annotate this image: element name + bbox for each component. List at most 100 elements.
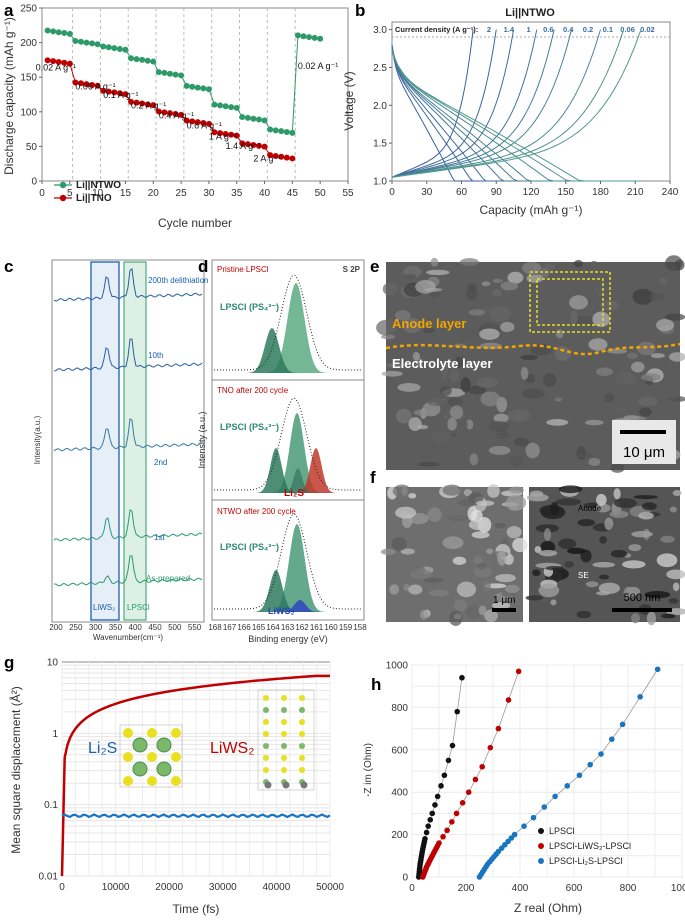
grain-f-right-24 <box>540 540 556 553</box>
liws2-atom-01 <box>281 695 287 701</box>
point-1-39 <box>261 143 268 150</box>
peak-tno-shoulder <box>252 448 300 493</box>
point-0-13 <box>116 45 123 52</box>
x-tick-label-2: 300 <box>89 623 103 632</box>
liws2-atom-22 <box>299 719 305 725</box>
grain-e-62 <box>540 268 550 278</box>
grain-f-right-47 <box>613 488 621 500</box>
curve-label-200th: 200th delithiation <box>148 276 209 285</box>
x-tick-label-3: 30000 <box>209 882 237 893</box>
nyquist-point-2-7-1 <box>609 736 615 742</box>
nyquist-point-2-4-0 <box>530 814 537 821</box>
point-0-20 <box>155 69 162 76</box>
grain-f-left-29 <box>423 577 444 583</box>
y-tick-label-4: 800 <box>391 703 408 714</box>
grain-f-right-31 <box>641 502 657 511</box>
point-0-2 <box>55 29 62 36</box>
current-density-1: 1.4 <box>504 25 515 34</box>
xps-peaks-d <box>214 274 362 612</box>
point-0-48 <box>311 34 318 41</box>
liws2-atom-62 <box>299 767 305 773</box>
grain-f-right-13 <box>669 506 677 513</box>
point-0-40 <box>267 126 274 133</box>
current-density-7: 0.06 <box>620 25 635 34</box>
panel-letter-h: h <box>371 675 381 694</box>
y-tick-label-1: 200 <box>391 830 408 841</box>
point-0-8 <box>89 40 96 47</box>
grain-e-52 <box>413 408 438 417</box>
grain-e-78 <box>513 437 529 447</box>
grain-e-72 <box>394 310 411 321</box>
point-1-21 <box>161 109 168 116</box>
grain-f-left-43 <box>468 519 488 531</box>
point-1-12 <box>111 89 118 96</box>
grain-f-left-30 <box>470 509 483 523</box>
x-tick-label-1: 30 <box>421 187 433 198</box>
x-axis-title-g: Time (fs) <box>173 902 220 916</box>
x-tick-label-2: 10 <box>92 188 104 199</box>
legend-h: LPSCl LPSCl-LiWS₂-LPSCl LPSCl-Li₂S-LPSCl <box>538 826 631 866</box>
grain-f-left-64 <box>395 506 417 519</box>
grain-f-right-9 <box>550 599 557 606</box>
nyquist-point-0-6-1 <box>438 783 444 789</box>
x-tick-label-2: 400 <box>512 883 529 894</box>
scalebar-label-f-left: 1 μm <box>493 595 515 606</box>
grain-f-left-53 <box>476 563 488 570</box>
peak-label-liws2: LiWS₂ <box>268 606 295 616</box>
sulfur-atom-20 <box>171 728 181 738</box>
point-1-17 <box>139 100 146 107</box>
point-0-25 <box>183 82 190 89</box>
grain-f-right-7 <box>525 595 544 601</box>
legend-a: Li||NTWO Li||TNO <box>54 180 121 204</box>
liws2-atom-51 <box>281 755 287 761</box>
y-tick-label-0: 0 <box>31 177 37 188</box>
current-density-labels-b: 2 1.4 1 0.6 0.4 0.2 0.1 0.06 0.02 <box>487 25 655 34</box>
y-tick-label-0: 0.01 <box>39 872 59 883</box>
envelope-1 <box>214 397 362 491</box>
liws2-atom-02 <box>299 695 305 701</box>
grain-f-right-25 <box>644 591 671 599</box>
nyquist-point-1-6-1 <box>472 776 479 783</box>
x-tick-label-2: 60 <box>456 187 468 198</box>
grain-e-98 <box>546 418 569 426</box>
grain-f-right-59 <box>622 560 646 569</box>
y-axis-title-b: Voltage (V) <box>342 71 356 130</box>
legend-marker-ntwo <box>59 181 67 189</box>
point-0-34 <box>233 104 240 111</box>
grain-f-right-46 <box>630 613 640 624</box>
grain-e-74 <box>423 327 436 334</box>
x-tick-label-3: 600 <box>566 883 583 894</box>
grain-f-left-5 <box>389 584 400 595</box>
current-density-4: 0.4 <box>563 25 574 34</box>
nyquist-point-1-3-1 <box>440 833 446 840</box>
point-0-5 <box>72 37 79 44</box>
x-tick-label-9: 45 <box>287 188 299 199</box>
nyquist-point-2-3-0 <box>511 831 518 838</box>
x-tick-label-7: 161 <box>310 623 324 632</box>
discharge-curve-8 <box>391 52 642 182</box>
point-1-37 <box>250 142 257 149</box>
point-1-27 <box>194 119 201 126</box>
grain-e-66 <box>402 317 421 334</box>
grain-e-40 <box>441 364 449 380</box>
y-axis-title-c: Intensity(a.u.) <box>33 415 42 464</box>
y-axis-title-h: -Z im (Ohm) <box>363 743 374 797</box>
peak-tno-li2s-b <box>280 468 316 493</box>
rate-label-5: 0.6 A g⁻¹ <box>187 120 222 130</box>
grain-e-36 <box>507 271 524 284</box>
point-0-44 <box>289 129 296 136</box>
grain-f-right-12 <box>543 528 552 541</box>
liws2-atom-30 <box>263 731 269 737</box>
legend-label-li2s: LPSCl-Li₂S-LPSCl <box>549 856 623 866</box>
grain-e-55 <box>588 458 601 467</box>
grain-f-right-41 <box>604 517 614 531</box>
sulfur-atom-22 <box>171 776 181 786</box>
peak-label-li2s: Li₂S <box>284 488 304 499</box>
y-tick-label-3: 150 <box>20 73 37 84</box>
grain-e-60 <box>641 331 653 336</box>
point-0-3 <box>61 30 68 37</box>
grain-e-28 <box>507 409 531 422</box>
panel-g: g 0 10000 20000 30000 40000 50000 0.01 0.1 1 10 L… <box>4 653 344 916</box>
ticks-a: 0 5 10 15 20 25 30 35 40 45 50 55 0 50 100 150 200 250 <box>20 4 354 200</box>
y-tick-label-1: 50 <box>26 142 38 153</box>
